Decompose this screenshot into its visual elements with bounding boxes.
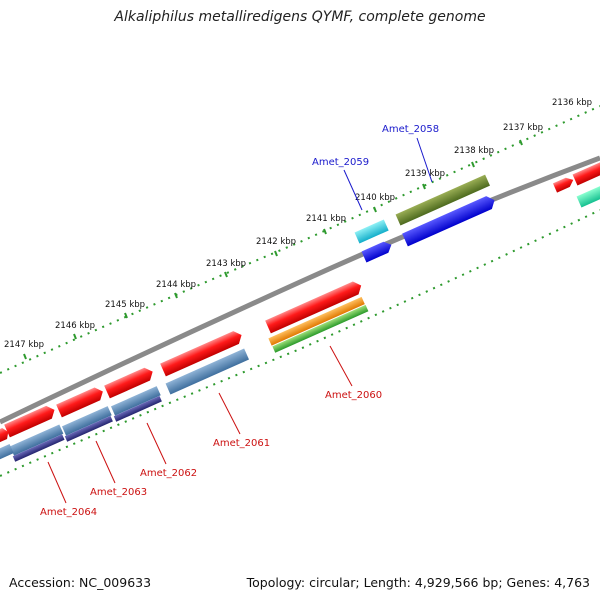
cds-forward-amet2064 xyxy=(4,405,55,438)
gene-label-amet-2061: Amet_2061 xyxy=(213,438,270,449)
major-tick-mark xyxy=(323,228,327,235)
forward-cds-track xyxy=(0,162,600,446)
feature-amet2062-navy xyxy=(113,395,162,422)
major-tick-mark xyxy=(422,183,426,190)
tick-labels: 2136 kbp 2137 kbp 2138 kbp 2139 kbp 2140 kbp… xyxy=(4,98,592,350)
major-tick-mark xyxy=(274,250,278,257)
major-ticks xyxy=(23,139,523,360)
major-tick-mark xyxy=(373,206,377,213)
tick-label: 2142 kbp xyxy=(256,237,296,247)
cds-forward-right-2 xyxy=(572,162,600,186)
feature-amet2058-blue xyxy=(402,196,495,247)
outer-tick-ring xyxy=(0,105,600,374)
major-tick-mark xyxy=(519,139,523,146)
feature-amet2059-blue xyxy=(361,241,392,263)
feature-amet2064-navy xyxy=(12,434,65,462)
map-title: Alkaliphilus metalliredigens QYMF, compl… xyxy=(114,9,486,25)
inner-tick-ring xyxy=(0,209,600,477)
tick-label: 2137 kbp xyxy=(503,123,543,133)
feature-amet2064-steel xyxy=(9,424,64,456)
genome-summary-text: Topology: circular; Length: 4,929,566 bp… xyxy=(246,575,590,590)
major-tick-mark xyxy=(224,271,228,278)
feature-amet2061-steel xyxy=(165,348,250,395)
label-leader-lines xyxy=(47,137,433,504)
feature-right-teal xyxy=(576,184,600,208)
gene-label-amet-2063: Amet_2063 xyxy=(90,487,147,498)
feature-track xyxy=(0,174,600,465)
feature-amet2060-green xyxy=(272,304,369,353)
feature-amet2063-navy xyxy=(64,415,113,442)
feature-amet2062-steel xyxy=(110,386,161,416)
cds-forward-amet2060 xyxy=(265,281,362,334)
gene-label-amet-2060: Amet_2060 xyxy=(325,390,382,401)
major-tick-mark xyxy=(471,161,475,168)
tick-label: 2138 kbp xyxy=(454,146,494,156)
tick-label: 2143 kbp xyxy=(206,259,246,269)
cds-forward-amet2062 xyxy=(104,367,153,399)
feature-left-edge-steel xyxy=(0,444,14,465)
cds-forward-right-1 xyxy=(552,177,574,193)
accession-text: Accession: NC_009633 xyxy=(9,575,152,590)
gene-label-amet-2062: Amet_2062 xyxy=(140,468,197,479)
tick-label: 2146 kbp xyxy=(55,321,95,331)
tick-label: 2136 kbp xyxy=(552,98,592,108)
gene-label-amet-2059: Amet_2059 xyxy=(312,157,369,168)
cds-forward-left-edge xyxy=(0,428,9,446)
tick-label: 2139 kbp xyxy=(405,169,445,179)
major-tick-mark xyxy=(124,312,128,319)
feature-amet2063-steel xyxy=(61,406,112,436)
cds-forward-amet2063 xyxy=(56,387,103,418)
tick-label: 2144 kbp xyxy=(156,280,196,290)
major-tick-mark xyxy=(73,333,77,340)
gene-label-amet-2064: Amet_2064 xyxy=(40,507,97,518)
genome-backbone xyxy=(0,155,600,425)
feature-amet2058-olive xyxy=(395,174,490,226)
tick-label: 2141 kbp xyxy=(306,214,346,224)
cds-forward-amet2061 xyxy=(160,331,242,377)
feature-amet2059-cyan xyxy=(354,219,389,244)
major-tick-mark xyxy=(23,353,27,360)
tick-label: 2147 kbp xyxy=(4,340,44,350)
gene-labels: Amet_2058 Amet_2059 Amet_2060 Amet_2061 Amet… xyxy=(40,124,439,518)
gene-label-amet-2058: Amet_2058 xyxy=(382,124,439,135)
tick-label: 2145 kbp xyxy=(105,300,145,310)
tick-label: 2140 kbp xyxy=(355,193,395,203)
feature-amet2060-orange xyxy=(268,296,365,346)
major-tick-mark xyxy=(174,292,178,299)
